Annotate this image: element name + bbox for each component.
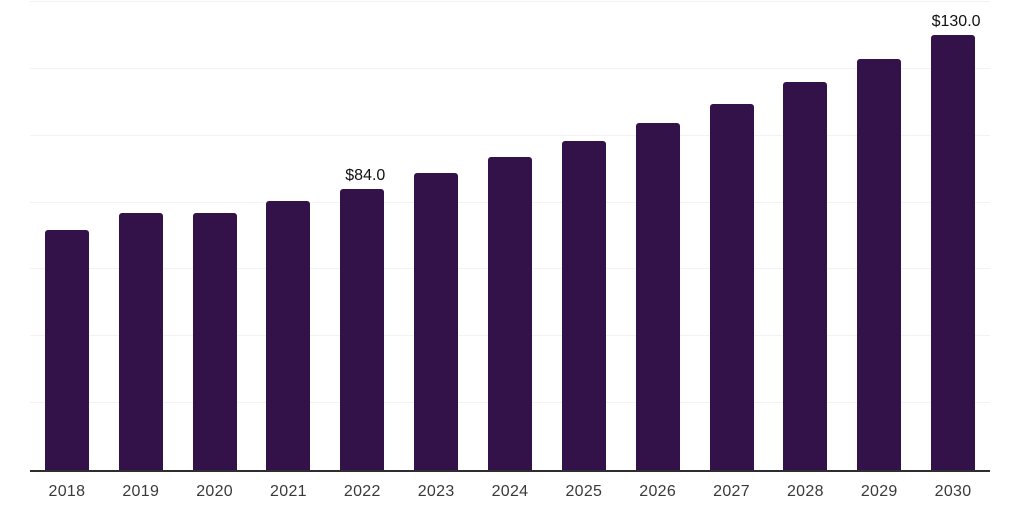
x-tick-label-2023: 2023 [417, 483, 455, 500]
bar-2023 [414, 173, 459, 470]
bar-2029 [857, 58, 902, 470]
x-tick-label-2027: 2027 [713, 483, 750, 500]
bar-value-label-2022: $84.0 [345, 167, 386, 185]
x-tick-label-2024: 2024 [491, 483, 529, 500]
bar-2026 [635, 123, 680, 470]
x-tick-label-2026: 2026 [639, 483, 677, 500]
bar-2022 [340, 189, 385, 470]
x-tick-label-2022: 2022 [343, 483, 381, 500]
bar-2024 [488, 157, 532, 470]
gridline-y-100 [30, 134, 990, 136]
gridline-y-120 [30, 67, 990, 69]
x-tick-label-2021: 2021 [270, 483, 307, 500]
bar-2027 [709, 103, 754, 470]
x-axis-line [30, 470, 990, 472]
x-tick-label-2020: 2020 [196, 483, 233, 500]
x-tick-label-2029: 2029 [860, 483, 898, 500]
bar-2020 [192, 212, 237, 470]
x-tick-label-2028: 2028 [786, 483, 824, 500]
x-tick-label-2019: 2019 [122, 483, 160, 500]
bar-2019 [118, 212, 163, 470]
bar-2018 [44, 229, 89, 470]
x-tick-label-2030: 2030 [934, 483, 972, 500]
x-tick-label-2025: 2025 [565, 483, 603, 500]
bar-2021 [266, 200, 311, 470]
bar-2028 [783, 81, 828, 470]
x-tick-label-2018: 2018 [48, 483, 86, 500]
bar-2025 [561, 141, 606, 470]
bar-2030 [931, 35, 976, 470]
bar-value-label-2030: $130.0 [931, 13, 981, 31]
gridline-y-140 [30, 1, 990, 2]
